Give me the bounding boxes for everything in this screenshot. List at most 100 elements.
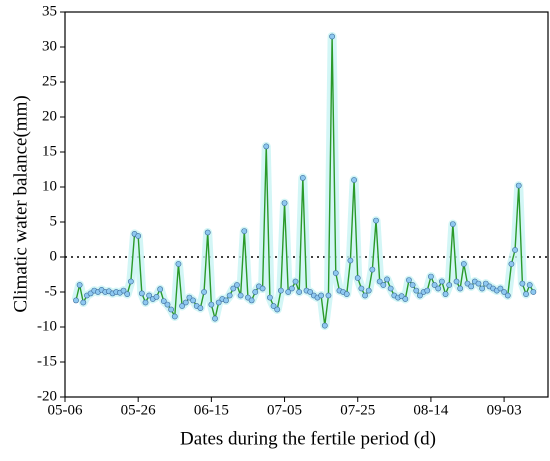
point	[387, 285, 394, 292]
point	[417, 292, 423, 299]
point	[197, 305, 204, 311]
point	[479, 285, 486, 292]
point	[406, 277, 412, 283]
point	[438, 278, 445, 285]
point	[435, 285, 442, 292]
point	[182, 299, 189, 306]
point	[351, 177, 357, 183]
point	[274, 306, 281, 313]
point	[153, 293, 160, 300]
point	[508, 261, 515, 267]
point	[223, 297, 229, 304]
point	[365, 287, 372, 294]
point	[142, 299, 149, 306]
y-tick-label: -5	[45, 283, 58, 299]
point	[431, 282, 438, 288]
y-tick-label: 20	[42, 108, 57, 124]
point	[73, 297, 79, 304]
point	[497, 285, 504, 292]
point	[80, 299, 87, 306]
point	[442, 291, 449, 297]
point	[354, 275, 361, 281]
point	[212, 315, 218, 322]
point	[402, 296, 409, 302]
point	[457, 285, 464, 292]
point	[179, 303, 185, 309]
y-tick-label: -20	[37, 388, 57, 404]
point	[292, 278, 299, 285]
point	[449, 221, 456, 227]
point	[201, 289, 207, 295]
point	[307, 289, 314, 295]
point	[288, 285, 295, 292]
point	[252, 289, 259, 295]
point	[519, 280, 526, 287]
point	[460, 261, 467, 267]
y-tick-label: 15	[42, 143, 57, 159]
y-tick-label: 0	[50, 248, 58, 264]
point	[358, 285, 365, 292]
point	[428, 273, 434, 280]
y-tick-label: -15	[37, 353, 57, 369]
point	[501, 289, 507, 295]
y-tick-label: 5	[50, 213, 58, 229]
point	[325, 292, 332, 299]
x-tick-label: 07-05	[267, 402, 302, 418]
point	[215, 299, 222, 306]
y-axis-label: Climatic water balance(mm)	[10, 95, 31, 312]
point	[230, 285, 237, 292]
point	[171, 313, 178, 320]
y-tick-label: 35	[42, 3, 57, 19]
point	[523, 291, 529, 297]
point	[347, 257, 354, 264]
point	[424, 287, 431, 294]
point	[237, 292, 244, 299]
point	[526, 282, 533, 288]
point	[241, 228, 248, 234]
point	[164, 301, 171, 308]
point	[318, 292, 325, 299]
plot-frame	[64, 11, 549, 398]
point	[285, 289, 292, 295]
point	[343, 291, 350, 297]
y-tick-label: -10	[37, 318, 57, 334]
point	[329, 33, 336, 40]
point	[321, 322, 328, 329]
point	[138, 290, 145, 297]
point	[512, 247, 518, 253]
point	[504, 292, 511, 299]
point	[299, 174, 306, 181]
point	[208, 301, 215, 308]
x-tick-label: 06-15	[194, 402, 229, 418]
point	[226, 292, 233, 299]
point	[259, 285, 266, 292]
point	[190, 297, 196, 304]
y-tick-label: 10	[42, 178, 57, 194]
point	[175, 261, 182, 267]
x-tick-label: 09-03	[487, 402, 522, 418]
point	[267, 294, 273, 301]
point	[157, 286, 164, 293]
point	[296, 289, 303, 295]
point	[380, 282, 387, 288]
point	[413, 287, 420, 294]
x-tick-label: 07-25	[340, 402, 375, 418]
point	[453, 278, 460, 285]
point	[146, 292, 153, 299]
point	[127, 278, 134, 285]
point	[446, 282, 453, 288]
point	[515, 182, 522, 189]
line-glow	[71, 32, 538, 331]
point	[263, 143, 270, 150]
point	[409, 282, 416, 288]
x-tick-label: 08-14	[413, 402, 448, 418]
point	[270, 303, 277, 309]
point	[369, 266, 376, 273]
x-tick-label: 05-06	[48, 402, 83, 418]
point	[384, 276, 390, 283]
y-tick-label: 25	[42, 73, 57, 89]
point	[120, 287, 127, 294]
point	[362, 292, 368, 299]
point	[234, 282, 240, 288]
